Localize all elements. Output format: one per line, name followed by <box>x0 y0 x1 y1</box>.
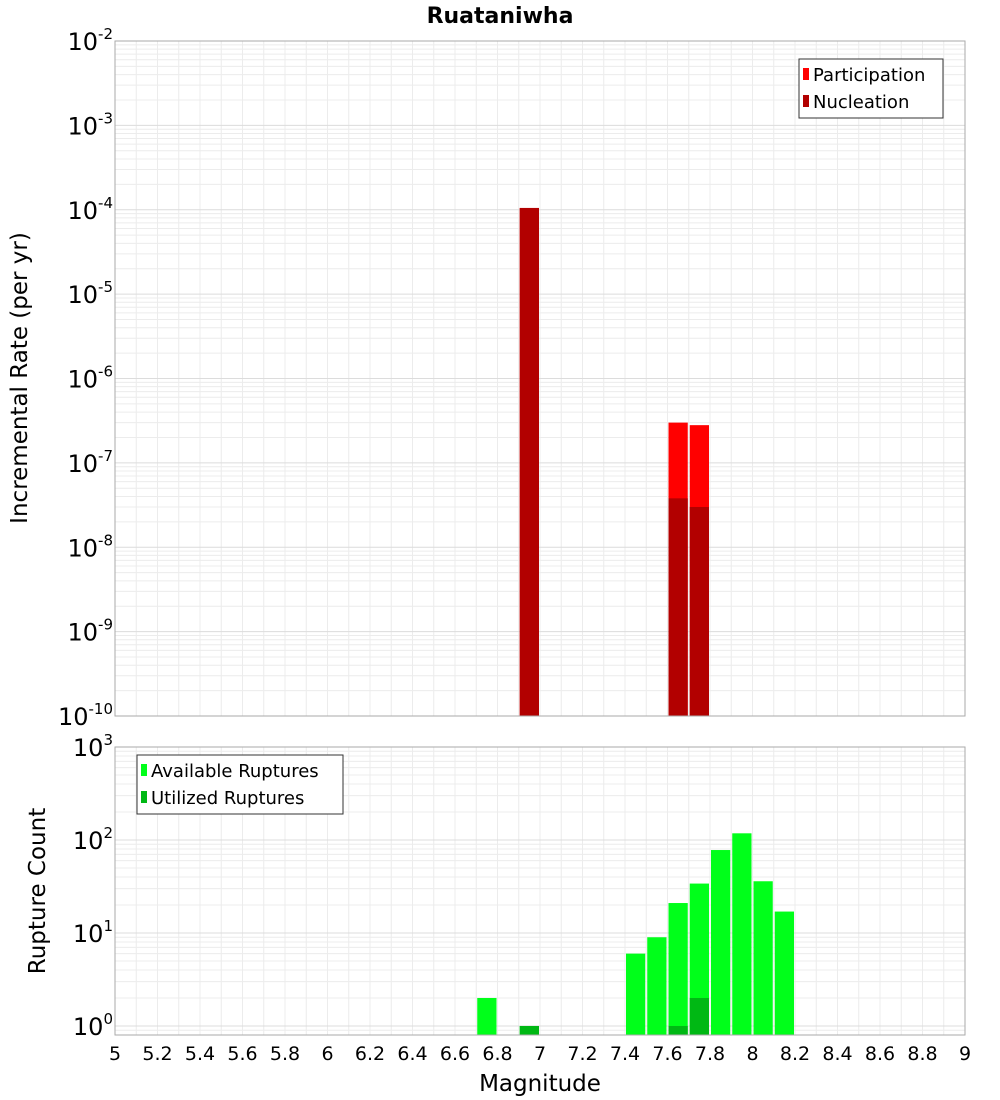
bottom-bar-available-ruptures <box>689 883 709 1035</box>
top-legend-box <box>798 58 944 119</box>
top-y-tick-label: 10-6 <box>67 363 113 394</box>
x-tick-label: 5.6 <box>227 1043 257 1065</box>
bottom-legend-box <box>136 754 344 815</box>
bottom-y-tick-label: 102 <box>73 824 113 855</box>
bottom-y-tick-label: 101 <box>73 917 113 948</box>
bottom-bar-available-ruptures <box>626 953 646 1035</box>
bottom-bar-available-ruptures <box>711 850 731 1035</box>
x-tick-label: 8.4 <box>822 1043 852 1065</box>
bottom-legend-swatch-1 <box>141 791 147 803</box>
x-tick-label: 7.6 <box>652 1043 682 1065</box>
bottom-y-tick-label: 100 <box>73 1010 113 1041</box>
x-tick-label: 7 <box>534 1043 546 1065</box>
x-tick-label: 6.8 <box>482 1043 512 1065</box>
bottom-bar-utilized-ruptures <box>668 1025 688 1035</box>
top-y-tick-label: 10-4 <box>67 194 113 225</box>
top-legend-label-1: Nucleation <box>813 92 909 113</box>
top-legend-swatch-0 <box>803 68 809 80</box>
bottom-y-tick-label: 103 <box>73 731 113 762</box>
top-y-tick-label: 10-2 <box>67 25 113 56</box>
x-tick-label: 9 <box>959 1043 971 1065</box>
top-legend-label-0: Participation <box>813 65 925 86</box>
bottom-legend-label-0: Available Ruptures <box>151 761 319 782</box>
bottom-bar-available-ruptures <box>732 833 752 1035</box>
bottom-bar-utilized-ruptures <box>689 997 709 1035</box>
bottom-bar-available-ruptures <box>647 937 667 1035</box>
bottom-y-axis-label: Rupture Count <box>25 808 51 974</box>
x-tick-label: 7.4 <box>610 1043 640 1065</box>
bottom-plot-border <box>114 746 966 1036</box>
top-bar-nucleation <box>519 207 539 716</box>
x-tick-label: 5.4 <box>185 1043 215 1065</box>
x-tick-label: 5 <box>109 1043 121 1065</box>
top-y-tick-label: 10-9 <box>67 616 113 647</box>
top-y-tick-label: 10-8 <box>67 531 113 562</box>
x-tick-label: 5.8 <box>270 1043 300 1065</box>
bottom-bar-available-ruptures <box>668 903 688 1035</box>
x-axis-label: Magnitude <box>479 1071 601 1097</box>
x-tick-label: 8.6 <box>865 1043 895 1065</box>
top-y-axis-label: Incremental Rate (per yr) <box>7 232 33 524</box>
top-legend-swatch-1 <box>803 95 809 107</box>
x-tick-label: 7.2 <box>567 1043 597 1065</box>
x-tick-label: 7.8 <box>695 1043 725 1065</box>
x-tick-label: 6.4 <box>397 1043 427 1065</box>
x-tick-label: 6.2 <box>355 1043 385 1065</box>
top-y-tick-label: 10-7 <box>67 447 113 478</box>
chart-title: Ruataniwha <box>427 4 574 29</box>
top-y-tick-label: 10-3 <box>67 109 113 140</box>
x-tick-label: 8.8 <box>907 1043 937 1065</box>
bottom-bar-utilized-ruptures <box>519 1025 539 1035</box>
top-y-tick-label: 10-10 <box>58 700 113 731</box>
bottom-bar-available-ruptures <box>753 881 773 1035</box>
x-tick-label: 5.2 <box>142 1043 172 1065</box>
bottom-bar-available-ruptures <box>774 911 794 1035</box>
bottom-legend-label-1: Utilized Ruptures <box>151 788 304 809</box>
bottom-bar-available-ruptures <box>477 997 497 1035</box>
x-tick-label: 6 <box>321 1043 333 1065</box>
x-tick-label: 8 <box>746 1043 758 1065</box>
x-tick-label: 8.2 <box>780 1043 810 1065</box>
bottom-legend-swatch-0 <box>141 764 147 776</box>
top-bar-nucleation <box>668 498 688 716</box>
top-bar-nucleation <box>689 506 709 716</box>
top-y-tick-label: 10-5 <box>67 278 113 309</box>
top-plot-border <box>114 40 966 717</box>
x-tick-label: 6.6 <box>440 1043 470 1065</box>
